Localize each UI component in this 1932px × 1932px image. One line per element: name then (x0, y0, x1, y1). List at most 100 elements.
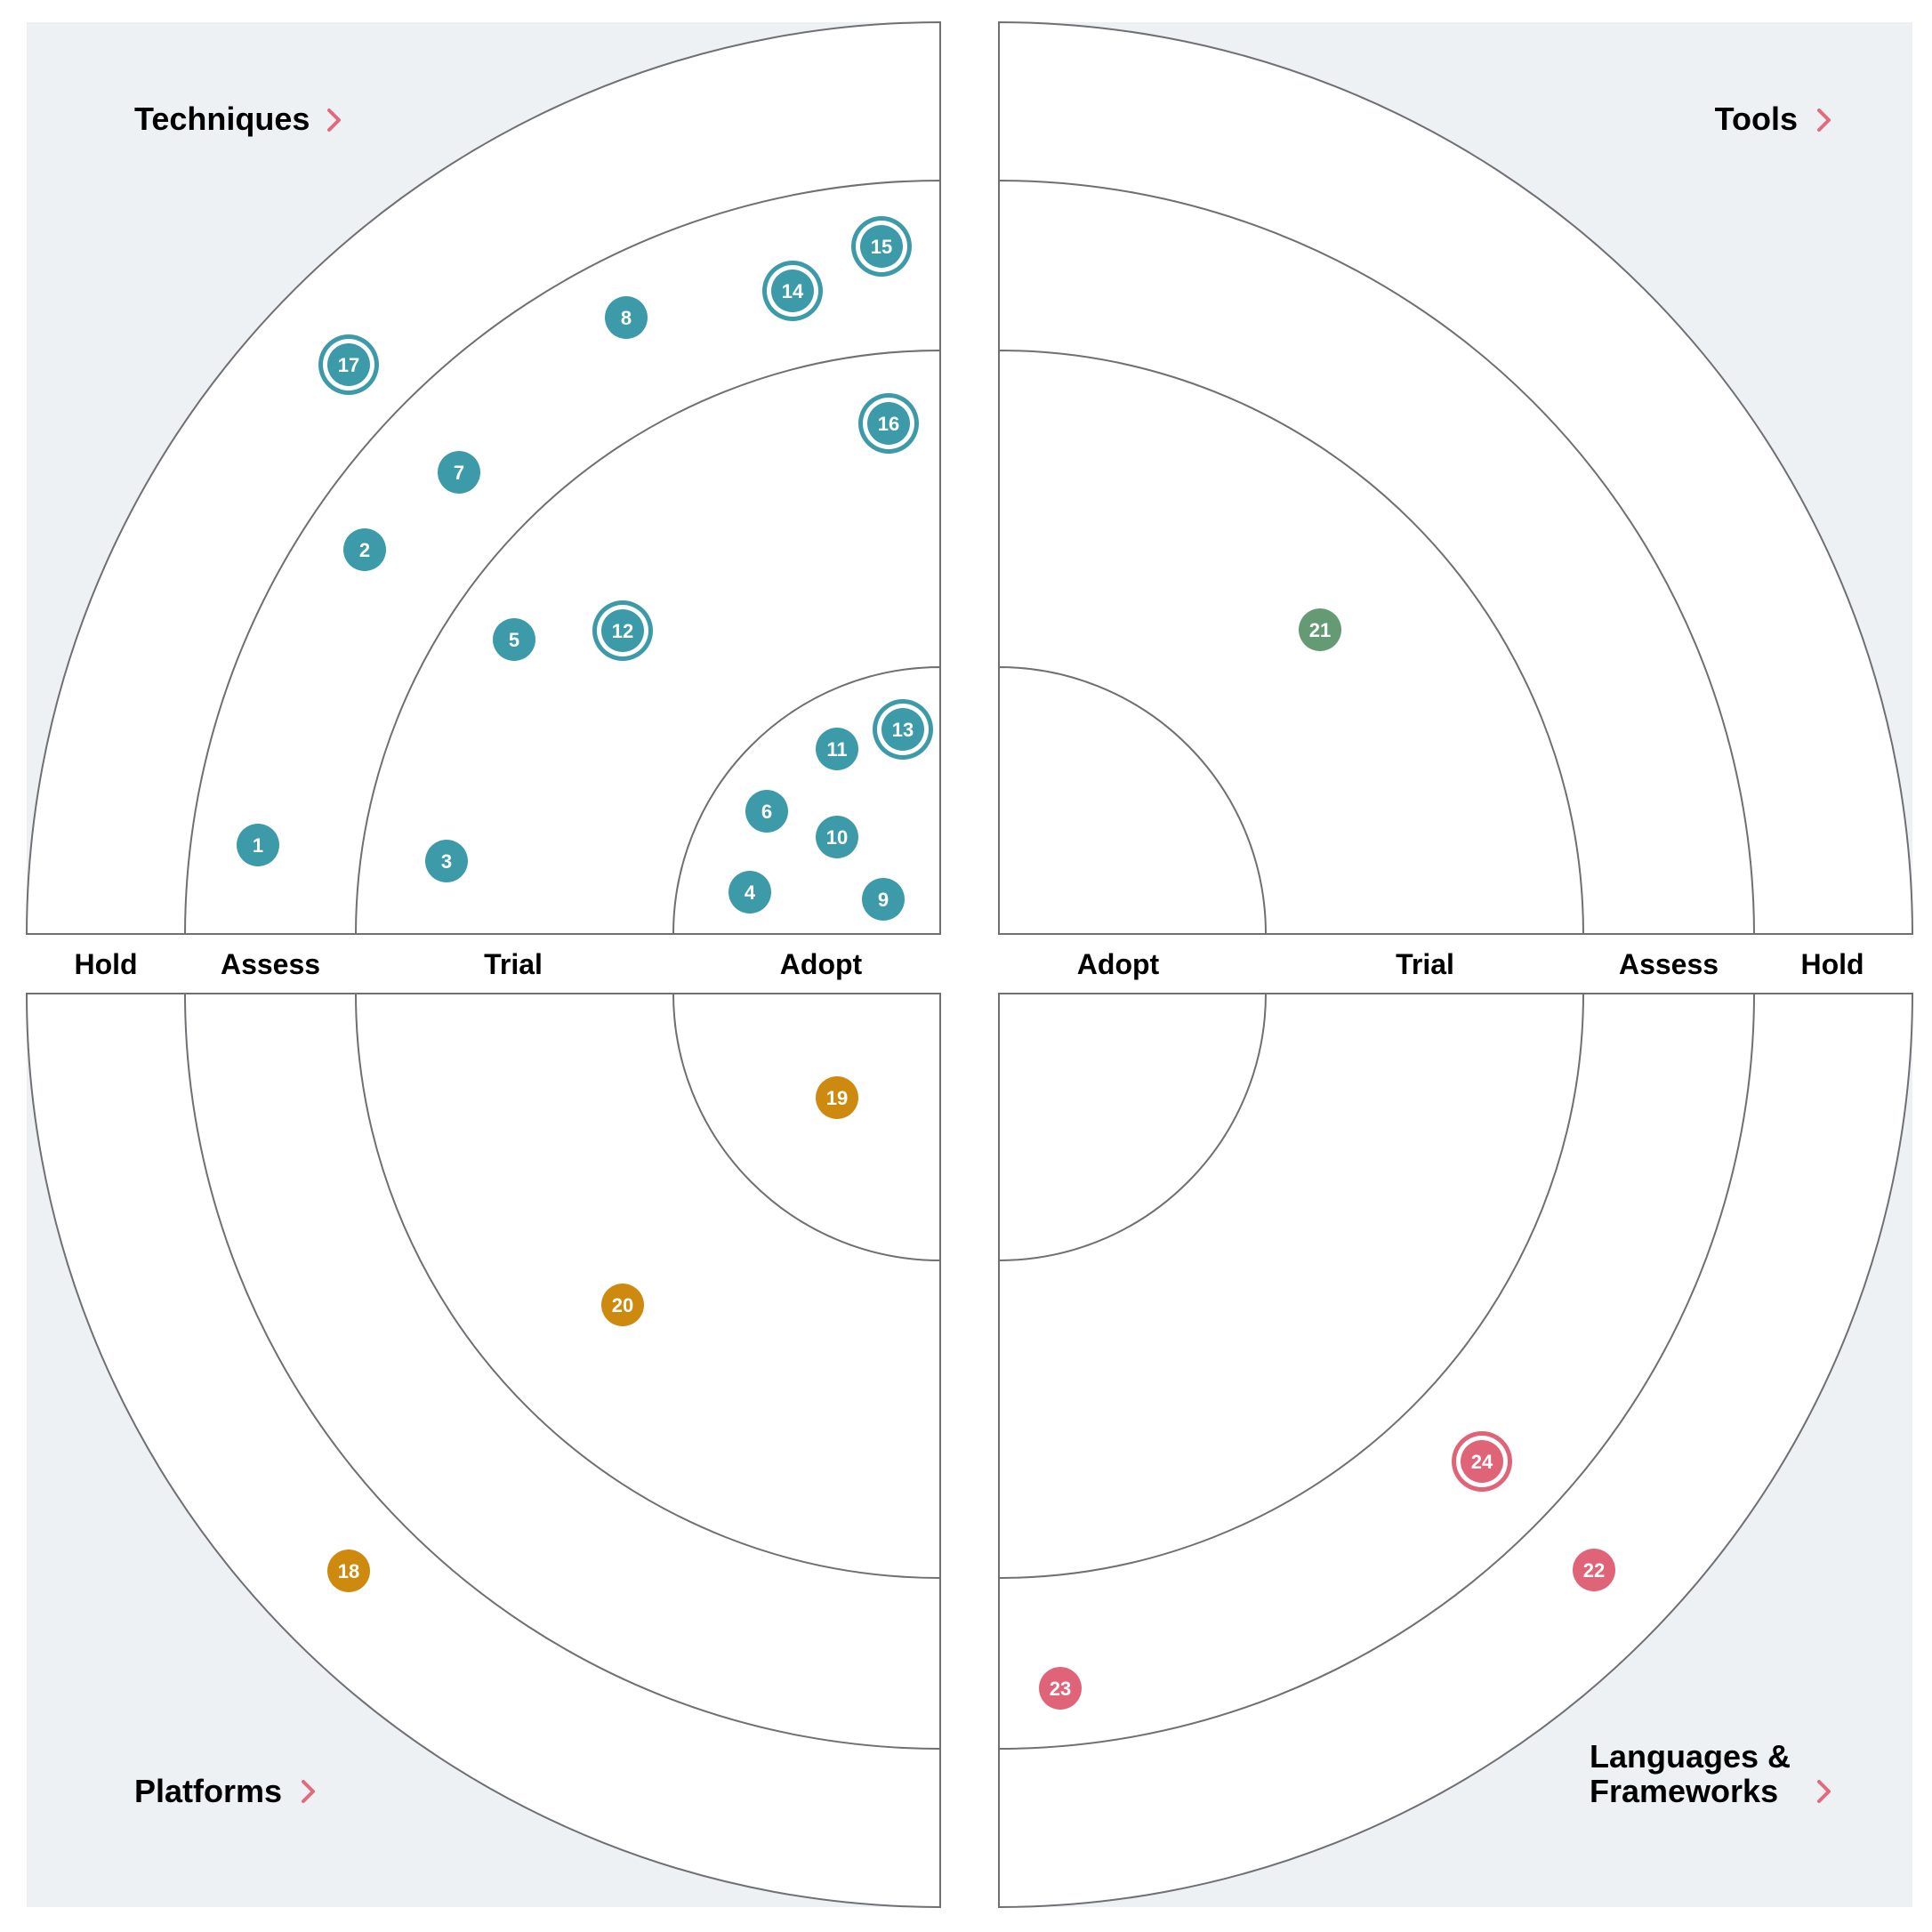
languages-title-line2[interactable]: Frameworks (1590, 1773, 1778, 1809)
blip-number[interactable]: 24 (1471, 1451, 1493, 1473)
blip-2[interactable]: 2 (343, 528, 386, 571)
blip-dot[interactable] (493, 618, 535, 661)
tools-rings (998, 20, 1914, 935)
blip-number[interactable]: 2 (359, 539, 370, 561)
blip-23[interactable]: 23 (1039, 1667, 1082, 1710)
blip-11[interactable]: 11 (816, 728, 858, 770)
platforms-title[interactable]: Platforms (134, 1773, 282, 1809)
blip-number[interactable]: 13 (892, 719, 914, 741)
ring-label-trial-left: Trial (484, 948, 543, 980)
blip-1[interactable]: 1 (237, 824, 279, 866)
blip-13[interactable]: 13 (873, 699, 933, 760)
blip-21[interactable]: 21 (1299, 608, 1341, 651)
blip-dot[interactable] (1461, 1440, 1503, 1483)
blip-number[interactable]: 18 (338, 1560, 359, 1582)
blip-dot[interactable] (1573, 1549, 1615, 1591)
ring-label-adopt-left: Adopt (780, 948, 863, 980)
blip-dot[interactable] (860, 225, 903, 268)
blip-dot[interactable] (327, 343, 370, 386)
blip-22[interactable]: 22 (1573, 1549, 1615, 1591)
blip-6[interactable]: 6 (745, 790, 788, 833)
blip-dot[interactable] (816, 816, 858, 858)
ring-label-assess-right: Assess (1619, 948, 1719, 980)
blip-19[interactable]: 19 (816, 1076, 858, 1119)
tools-ring-adopt (998, 665, 1268, 935)
blip-dot[interactable] (605, 296, 648, 339)
blip-number[interactable]: 7 (454, 462, 464, 484)
blip-dot[interactable] (601, 1284, 644, 1326)
blip-number[interactable]: 21 (1309, 619, 1331, 641)
ring-label-hold-right: Hold (1800, 948, 1864, 980)
platforms-title-link[interactable]: Platforms (134, 1773, 315, 1809)
blip-5[interactable]: 5 (493, 618, 535, 661)
languages-title-line1[interactable]: Languages & (1590, 1738, 1791, 1775)
blip-dot[interactable] (425, 840, 468, 882)
blip-15[interactable]: 15 (851, 216, 912, 277)
blip-dot[interactable] (1299, 608, 1341, 651)
ring-label-hold-left: Hold (74, 948, 137, 980)
blip-number[interactable]: 11 (826, 738, 847, 761)
ring-label-trial-right: Trial (1396, 948, 1454, 980)
blip-number[interactable]: 20 (612, 1294, 633, 1316)
chevron-right-icon[interactable] (302, 1780, 315, 1803)
blip-20[interactable]: 20 (601, 1284, 644, 1326)
techniques-title-link[interactable]: Techniques (134, 101, 341, 137)
blip-number[interactable]: 9 (878, 889, 889, 911)
blip-number[interactable]: 22 (1583, 1559, 1605, 1582)
blip-number[interactable]: 12 (612, 620, 633, 642)
blip-dot[interactable] (881, 708, 924, 751)
languages-title-link[interactable]: Languages & Frameworks (1590, 1738, 1831, 1809)
blip-dot[interactable] (327, 1550, 370, 1592)
blip-dot[interactable] (601, 609, 644, 652)
blip-dot[interactable] (816, 728, 858, 770)
blip-number[interactable]: 16 (878, 413, 899, 435)
blip-16[interactable]: 16 (858, 393, 919, 454)
blip-7[interactable]: 7 (438, 451, 480, 494)
blip-dot[interactable] (862, 878, 905, 921)
blip-10[interactable]: 10 (816, 816, 858, 858)
chevron-right-icon[interactable] (1817, 109, 1831, 132)
blip-number[interactable]: 5 (509, 629, 519, 651)
blip-number[interactable]: 4 (745, 881, 756, 904)
blip-24[interactable]: 24 (1452, 1431, 1512, 1492)
ring-label-adopt-right: Adopt (1077, 948, 1160, 980)
blip-8[interactable]: 8 (605, 296, 648, 339)
platforms-rings (25, 993, 941, 1909)
tools-title-link[interactable]: Tools (1715, 101, 1831, 137)
tools-title[interactable]: Tools (1715, 101, 1798, 137)
blip-number[interactable]: 1 (253, 834, 263, 857)
blip-number[interactable]: 10 (826, 826, 848, 849)
blip-number[interactable]: 14 (782, 280, 804, 302)
blip-number[interactable]: 8 (621, 307, 632, 329)
blip-dot[interactable] (867, 402, 910, 445)
blip-9[interactable]: 9 (862, 878, 905, 921)
blip-17[interactable]: 17 (318, 334, 379, 395)
blip-3[interactable]: 3 (425, 840, 468, 882)
blip-number[interactable]: 3 (441, 850, 452, 873)
blip-dot[interactable] (237, 824, 279, 866)
techniques-title[interactable]: Techniques (134, 101, 310, 137)
blip-dot[interactable] (729, 871, 771, 914)
blip-number[interactable]: 23 (1050, 1678, 1071, 1700)
blip-12[interactable]: 12 (592, 600, 653, 661)
blip-dot[interactable] (1039, 1667, 1082, 1710)
blip-number[interactable]: 6 (761, 801, 772, 823)
blip-dot[interactable] (745, 790, 788, 833)
chevron-right-icon[interactable] (327, 109, 341, 132)
blip-dot[interactable] (771, 270, 814, 312)
blip-dot[interactable] (438, 451, 480, 494)
blip-18[interactable]: 18 (327, 1550, 370, 1592)
platforms-ring-adopt (672, 993, 941, 1262)
blip-4[interactable]: 4 (729, 871, 771, 914)
blip-number[interactable]: 17 (338, 354, 359, 376)
ring-label-assess-left: Assess (221, 948, 320, 980)
blip-dot[interactable] (816, 1076, 858, 1119)
blip-number[interactable]: 19 (826, 1087, 848, 1109)
blip-14[interactable]: 14 (762, 261, 823, 321)
techniques-rings (25, 20, 941, 935)
blip-dot[interactable] (343, 528, 386, 571)
chevron-right-icon[interactable] (1817, 1780, 1831, 1803)
blip-number[interactable]: 15 (871, 236, 892, 258)
